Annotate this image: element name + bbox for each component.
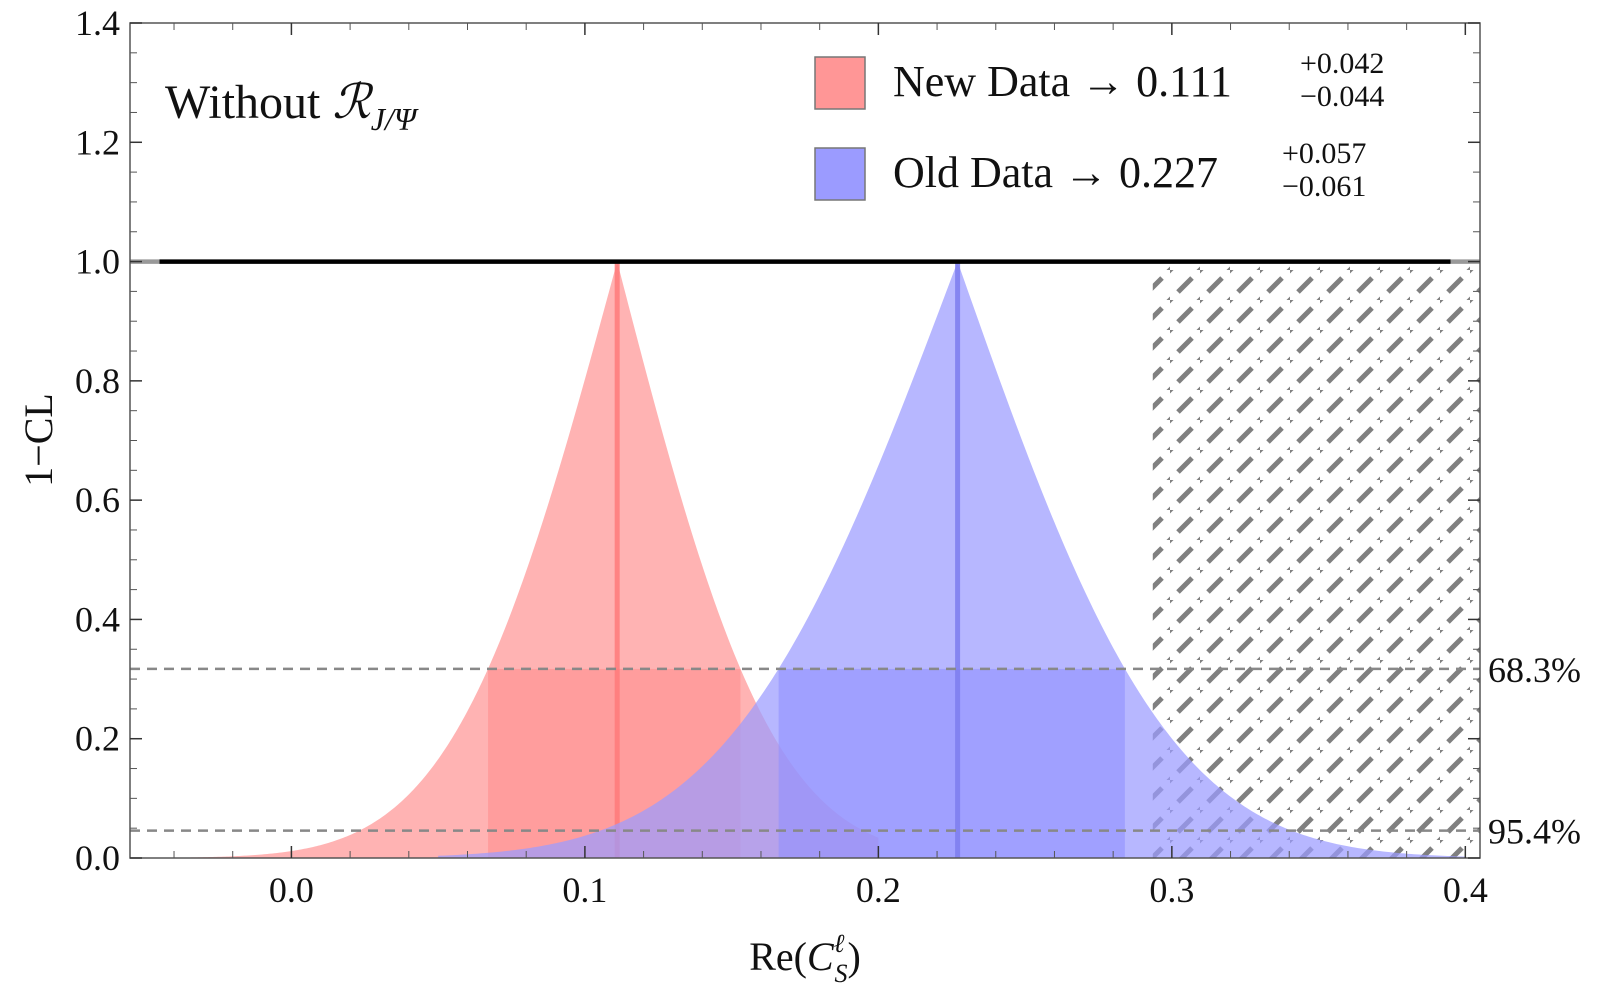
x-tick-label: 0.2 <box>856 870 901 910</box>
x-tick-label: 0.3 <box>1149 870 1194 910</box>
y-tick-label: 0.0 <box>75 838 120 878</box>
x-axis-title: Re(Cℓ S) <box>749 929 861 987</box>
legend-sup-new-data: +0.042 <box>1300 47 1384 80</box>
cl-label-95-4: 95.4% <box>1488 812 1581 852</box>
y-tick-label: 1.2 <box>75 122 120 162</box>
x-axis-title-sub: S <box>834 959 847 987</box>
plot-annotation-subscript: J/Ψ <box>371 101 419 137</box>
y-tick-label: 0.2 <box>75 719 120 759</box>
legend-label-old-data: Old Data → 0.227 <box>893 148 1218 197</box>
cl-label-68-3: 68.3% <box>1488 650 1581 690</box>
reference-lines: 68.3% 95.4% <box>130 259 1581 852</box>
series-old-data <box>438 261 1466 858</box>
y-tick-label: 0.8 <box>75 361 120 401</box>
band-68-old-data <box>778 668 1125 858</box>
x-tick-label: 0.1 <box>562 870 607 910</box>
plot-annotation-prefix: Without <box>165 76 332 129</box>
y-axis-title: 1−CL <box>16 393 61 487</box>
x-tick-label: 0.4 <box>1443 870 1488 910</box>
y-tick-label: 1.4 <box>75 3 120 43</box>
legend-sup-old-data: +0.057 <box>1282 137 1366 170</box>
plot-annotation-script: ℛ <box>332 76 374 129</box>
legend-swatch-new-data <box>814 56 866 110</box>
axis-ticks: 0.0 0.1 0.2 0.3 0.4 0.0 0.2 0.4 0.6 0.8 1.0 1.2 1.4 <box>75 3 1488 910</box>
excluded-hatch-area <box>1152 261 1480 858</box>
legend-entry-new-data: New Data → 0.111 +0.042 −0.044 <box>814 47 1384 113</box>
x-axis-title-prefix: Re( <box>749 934 807 979</box>
legend: New Data → 0.111 +0.042 −0.044 Old Data … <box>814 47 1384 203</box>
y-tick-label: 0.4 <box>75 599 120 639</box>
y-tick-label: 1.0 <box>75 242 120 282</box>
series-layer <box>174 261 1466 858</box>
x-tick-label: 0.0 <box>269 870 314 910</box>
plot-annotation: Without ℛJ/Ψ <box>165 76 419 137</box>
legend-label-new-data: New Data → 0.111 <box>893 57 1232 106</box>
excluded-region <box>1152 261 1480 858</box>
y-tick-label: 0.6 <box>75 480 120 520</box>
legend-swatch-old-data <box>814 147 866 201</box>
legend-sub-old-data: −0.061 <box>1282 170 1366 203</box>
x-axis-title-sup: ℓ <box>834 929 845 958</box>
profile-area-old-data <box>438 263 1466 858</box>
x-axis-title-suffix: ) <box>847 934 860 979</box>
legend-sub-new-data: −0.044 <box>1300 80 1384 113</box>
x-axis-title-symbol: C <box>807 934 835 979</box>
legend-entry-old-data: Old Data → 0.227 +0.057 −0.061 <box>814 137 1366 203</box>
